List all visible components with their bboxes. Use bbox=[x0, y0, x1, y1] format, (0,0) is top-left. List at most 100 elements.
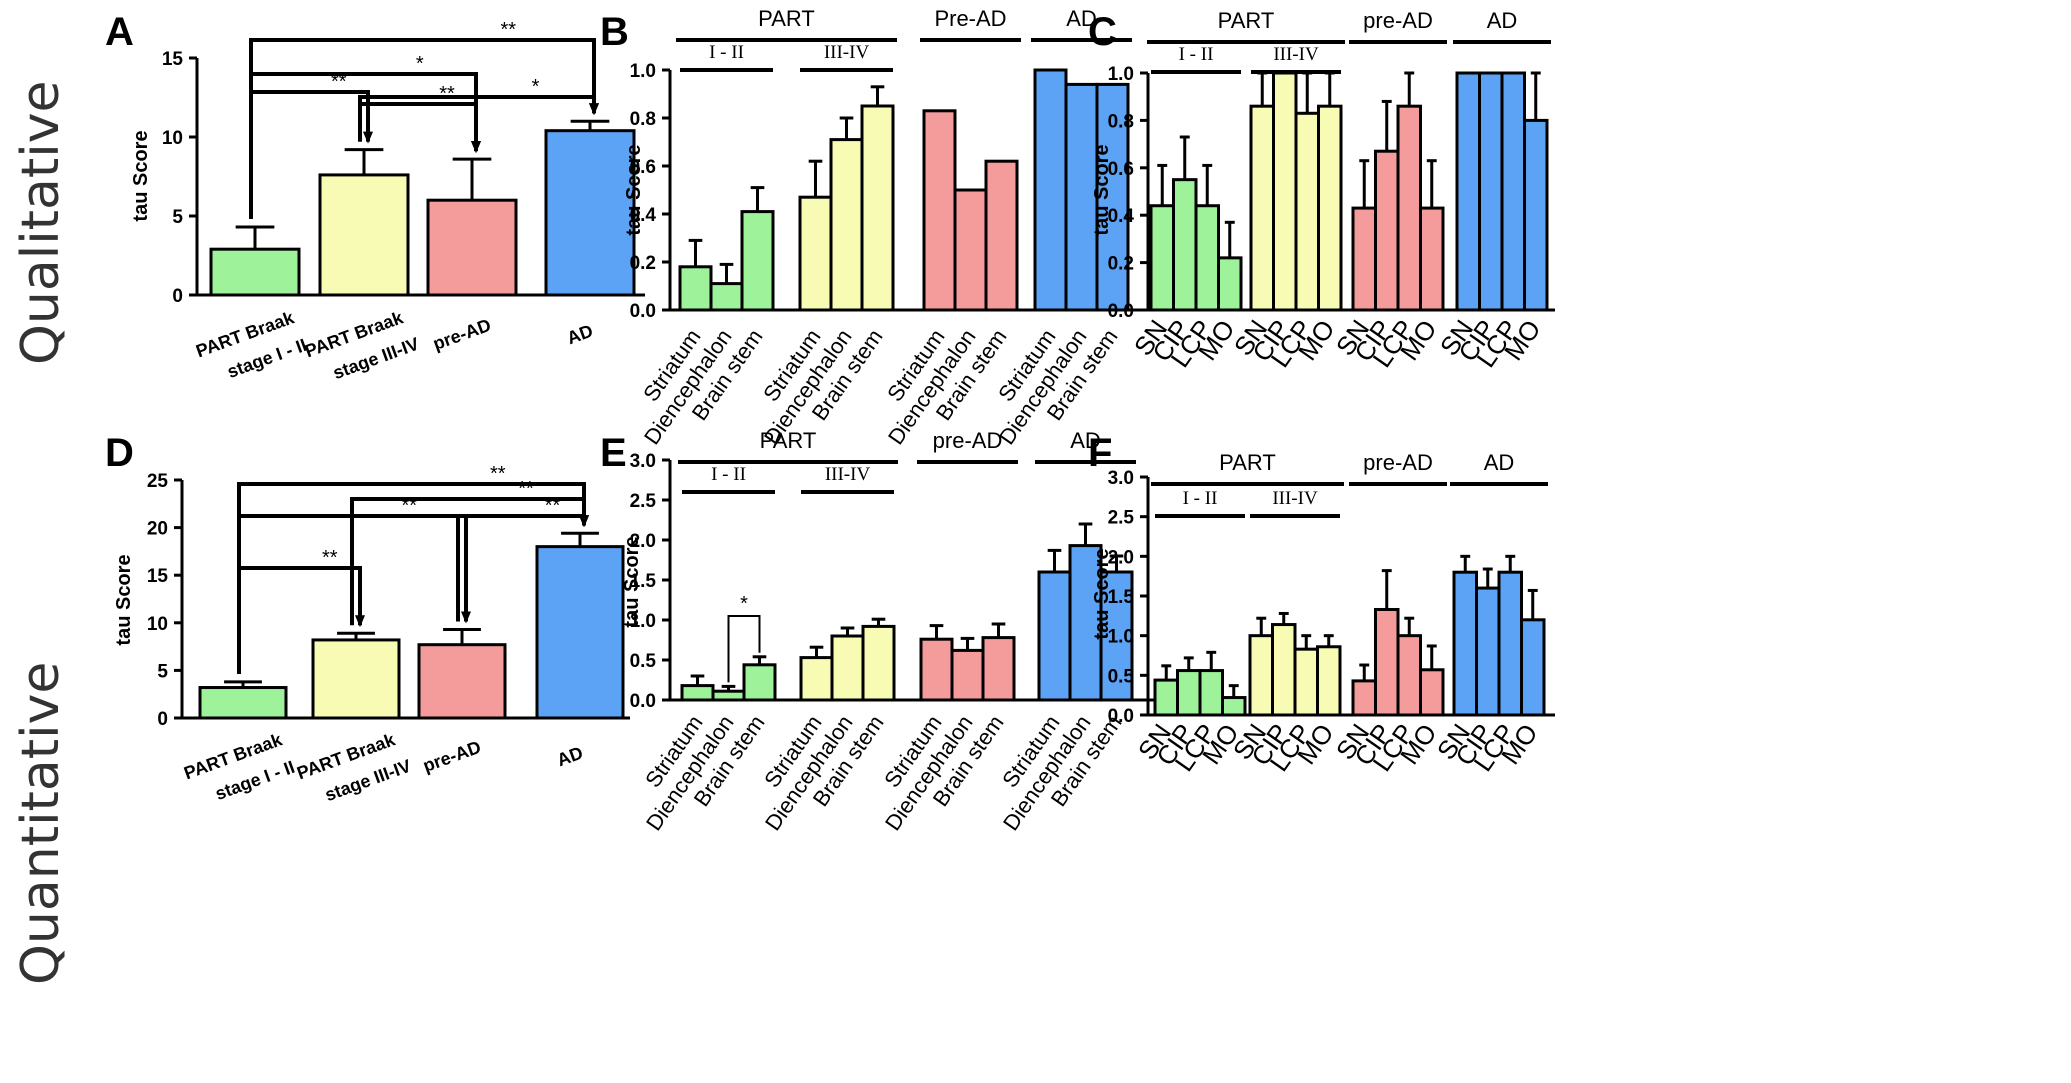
significance-arrow bbox=[355, 615, 365, 628]
bar bbox=[1271, 623, 1297, 717]
y-tick-label: 2.0 bbox=[1108, 547, 1134, 568]
significance-label: * bbox=[416, 53, 424, 75]
panel-letter: C bbox=[1088, 10, 1117, 54]
sub-header-label: I - II bbox=[1183, 488, 1218, 509]
y-tick-label: 20 bbox=[147, 519, 168, 540]
sub-header-label: III-IV bbox=[1272, 488, 1318, 509]
y-tick-label: 0 bbox=[172, 286, 183, 307]
bar bbox=[1351, 206, 1377, 312]
significance-label: ** bbox=[322, 547, 338, 569]
bar bbox=[1221, 696, 1247, 717]
bar bbox=[1172, 178, 1198, 312]
category-label: pre-AD bbox=[420, 737, 483, 776]
y-axis-title: tau Score bbox=[113, 554, 135, 645]
group-header-label: PART bbox=[1219, 450, 1276, 475]
significance-arrow bbox=[589, 103, 599, 116]
bar bbox=[1475, 586, 1501, 717]
bar bbox=[1500, 71, 1526, 312]
group-header-label: pre-AD bbox=[1363, 8, 1433, 33]
group-header-label: AD bbox=[1066, 6, 1097, 31]
y-tick-label: 3.0 bbox=[1108, 468, 1134, 489]
y-tick-label: 10 bbox=[147, 614, 168, 635]
y-tick-label: 0.4 bbox=[1108, 206, 1135, 227]
y-tick-label: 25 bbox=[147, 471, 169, 492]
significance-bracket bbox=[237, 566, 362, 674]
bar bbox=[1248, 634, 1274, 717]
group-header-label: PART bbox=[760, 428, 817, 453]
significance-arrow bbox=[461, 611, 471, 624]
sub-header-label: I - II bbox=[1179, 44, 1214, 65]
y-tick-label: 0.0 bbox=[1108, 301, 1134, 322]
bar bbox=[417, 643, 507, 720]
bar bbox=[1194, 204, 1220, 312]
significance-label: ** bbox=[500, 19, 516, 41]
y-tick-label: 15 bbox=[162, 49, 184, 70]
bar bbox=[799, 656, 834, 702]
y-tick-label: 0.6 bbox=[630, 157, 656, 178]
significance-bracket bbox=[249, 90, 370, 220]
bar bbox=[1317, 104, 1343, 312]
y-tick-label: 10 bbox=[162, 128, 183, 149]
y-tick-label: 5 bbox=[157, 661, 168, 682]
bar bbox=[1217, 256, 1243, 312]
bar bbox=[318, 173, 410, 297]
category-label: AD bbox=[564, 321, 595, 349]
significance-bracket bbox=[350, 497, 586, 626]
bar bbox=[981, 636, 1016, 702]
row-label-quantitative: Quantitative bbox=[11, 662, 71, 985]
significance-label: ** bbox=[331, 71, 347, 93]
y-tick-label: 0.0 bbox=[1108, 706, 1134, 727]
significance-arrow bbox=[579, 515, 589, 528]
y-tick-label: 0.8 bbox=[1108, 111, 1134, 132]
bar bbox=[711, 689, 746, 702]
bar bbox=[1249, 104, 1275, 312]
row-label-qualitative: Qualitative bbox=[11, 80, 71, 365]
bar bbox=[1523, 118, 1549, 312]
y-tick-label: 1.5 bbox=[630, 571, 657, 592]
bar bbox=[1037, 570, 1072, 702]
group-header-label: AD bbox=[1487, 8, 1518, 33]
bar bbox=[830, 634, 865, 702]
bar bbox=[953, 188, 988, 312]
significance-label: ** bbox=[518, 478, 534, 500]
group-header-label: AD bbox=[1070, 428, 1101, 453]
bar bbox=[1396, 634, 1422, 717]
bar bbox=[1198, 669, 1224, 717]
y-tick-label: 1.5 bbox=[1108, 587, 1135, 608]
y-tick-label: 0 bbox=[157, 709, 168, 730]
group-header-label: Pre-AD bbox=[934, 6, 1006, 31]
bar bbox=[1149, 204, 1175, 312]
bar bbox=[426, 198, 518, 297]
bar bbox=[919, 637, 954, 702]
y-tick-label: 0.4 bbox=[630, 205, 657, 226]
bar bbox=[709, 282, 744, 312]
significance-bracket bbox=[727, 615, 761, 683]
panel-letter: F bbox=[1088, 431, 1112, 475]
y-axis-title: tau Score bbox=[621, 536, 643, 627]
category-label: pre-AD bbox=[430, 315, 493, 354]
y-axis-title: tau Score bbox=[1091, 144, 1113, 235]
sub-header-label: I - II bbox=[711, 464, 746, 485]
bar bbox=[950, 648, 985, 702]
bar bbox=[311, 638, 401, 720]
bar bbox=[1520, 618, 1546, 717]
panel-letter: B bbox=[600, 10, 629, 54]
y-axis-title: tau Score bbox=[130, 130, 152, 221]
significance-label: ** bbox=[490, 463, 506, 485]
y-tick-label: 1.0 bbox=[1108, 64, 1134, 85]
significance-bracket bbox=[358, 102, 478, 152]
significance-label: ** bbox=[401, 495, 417, 517]
significance-arrow bbox=[471, 141, 481, 154]
y-tick-label: 15 bbox=[147, 566, 169, 587]
y-tick-label: 0.5 bbox=[1108, 666, 1135, 687]
y-tick-label: 3.0 bbox=[630, 451, 656, 472]
y-tick-label: 5 bbox=[172, 207, 183, 228]
bar bbox=[1033, 68, 1068, 312]
bar bbox=[535, 545, 625, 720]
bar bbox=[1095, 82, 1130, 312]
significance-label: ** bbox=[439, 83, 455, 105]
bar bbox=[740, 210, 775, 312]
bar bbox=[1272, 71, 1298, 312]
